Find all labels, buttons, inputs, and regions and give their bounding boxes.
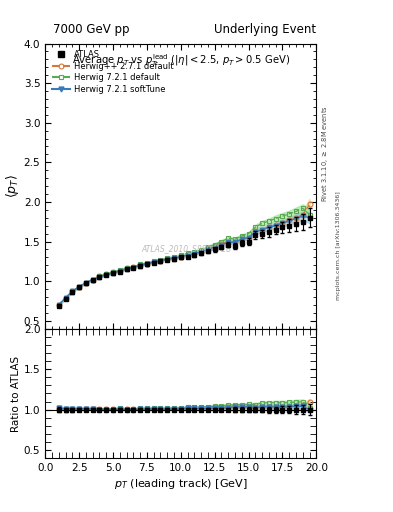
- Y-axis label: Ratio to ATLAS: Ratio to ATLAS: [11, 355, 21, 432]
- Text: Underlying Event: Underlying Event: [214, 23, 316, 36]
- Text: mcplots.cern.ch [arXiv:1306.3436]: mcplots.cern.ch [arXiv:1306.3436]: [336, 191, 341, 300]
- Text: ATLAS_2010_S8894728: ATLAS_2010_S8894728: [141, 244, 231, 253]
- Text: Rivet 3.1.10, $\geq$ 2.8M events: Rivet 3.1.10, $\geq$ 2.8M events: [320, 105, 330, 202]
- X-axis label: $p_T$ (leading track) [GeV]: $p_T$ (leading track) [GeV]: [114, 477, 248, 492]
- Text: 7000 GeV pp: 7000 GeV pp: [53, 23, 130, 36]
- Y-axis label: $\langle p_T \rangle$: $\langle p_T \rangle$: [4, 174, 21, 198]
- Text: Average $p_T$ vs $p_T^{\mathrm{lead}}$ ($|\eta| < 2.5$, $p_T > 0.5$ GeV): Average $p_T$ vs $p_T^{\mathrm{lead}}$ (…: [72, 52, 290, 69]
- Legend: ATLAS, Herwig++ 2.7.1 default, Herwig 7.2.1 default, Herwig 7.2.1 softTune: ATLAS, Herwig++ 2.7.1 default, Herwig 7.…: [50, 48, 176, 96]
